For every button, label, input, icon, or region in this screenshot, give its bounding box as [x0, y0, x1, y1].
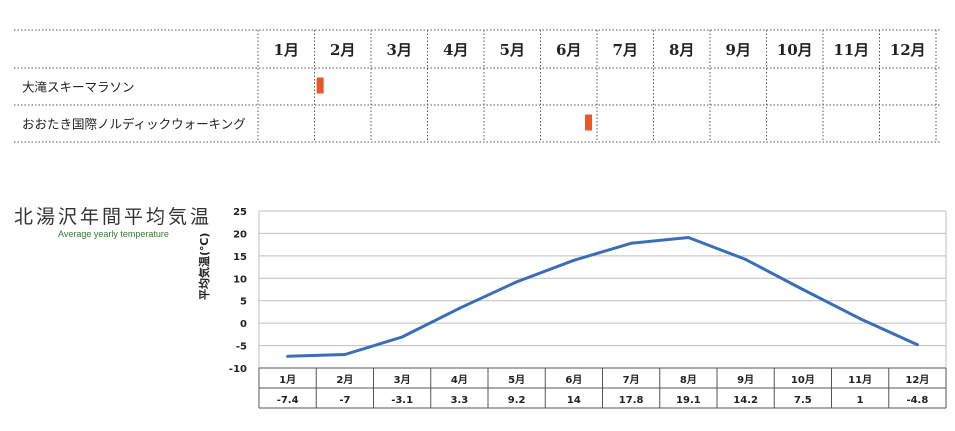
x-tick-label: 6月 [565, 374, 582, 386]
data-label: 9.2 [508, 395, 526, 406]
data-point [572, 258, 576, 262]
x-tick-label: 3月 [394, 374, 411, 386]
calendar-month-label: 6月 [556, 41, 581, 59]
data-label: 7.5 [794, 395, 812, 406]
calendar-month-label: 8月 [669, 41, 694, 59]
event-name: おおたき国際ノルディックウォーキング [22, 117, 246, 132]
y-tick-label: -10 [229, 364, 247, 375]
x-tick-label: 7月 [623, 374, 640, 386]
data-point [457, 306, 461, 310]
calendar-month-label: 12月 [890, 41, 926, 59]
chart-subtitle: Average yearly temperature [58, 229, 169, 239]
data-label: 14 [567, 395, 581, 406]
calendar-month-label: 10月 [777, 41, 813, 59]
event-marker [316, 77, 324, 94]
data-label: 19.1 [676, 395, 701, 406]
data-label: 3.3 [451, 395, 469, 406]
event-name: 大滝スキーマラソン [22, 80, 135, 95]
y-tick-label: -5 [236, 342, 247, 353]
data-point [801, 288, 805, 291]
data-point [858, 317, 862, 321]
data-point [915, 343, 919, 347]
x-tick-label: 4月 [451, 374, 468, 386]
event-marker [585, 114, 593, 131]
calendar-month-label: 11月 [833, 41, 869, 59]
y-tick-label: 0 [240, 319, 247, 330]
data-label: -7 [339, 395, 350, 406]
chart-title: 北湯沢年間平均気温 [14, 206, 213, 228]
data-label: -3.1 [391, 395, 413, 406]
x-tick-label: 5月 [508, 374, 525, 386]
x-tick-label: 9月 [737, 374, 754, 386]
data-label: -7.4 [277, 395, 299, 406]
data-label: 1 [857, 395, 864, 406]
data-point [286, 354, 290, 358]
data-label: 14.2 [733, 395, 758, 406]
calendar-month-label: 4月 [443, 41, 468, 59]
y-tick-label: 25 [233, 207, 247, 218]
x-tick-label: 8月 [680, 374, 697, 386]
data-point [686, 235, 690, 239]
calendar-month-label: 5月 [500, 41, 525, 59]
data-label: 17.8 [619, 395, 644, 406]
y-tick-label: 5 [240, 297, 247, 308]
temperature-chart: 25 20 15 10 5 0 -5 -10 1月 -7.4 2月 -7 3月 -3.1 4月 3.3 5月 9.… [229, 207, 947, 409]
x-tick-label: 2月 [336, 374, 353, 386]
calendar-month-label: 9月 [726, 41, 751, 59]
x-tick-label: 11月 [848, 374, 872, 386]
data-point [515, 280, 519, 284]
data-point [400, 335, 404, 339]
calendar-month-label: 7月 [613, 41, 638, 59]
y-tick-label: 20 [233, 229, 247, 240]
x-tick-label: 10月 [791, 374, 815, 386]
series-line [287, 236, 919, 358]
calendar-month-label: 2月 [330, 41, 355, 59]
data-label: -4.8 [906, 395, 928, 406]
y-tick-label: 15 [233, 252, 247, 263]
calendar-month-label: 1月 [274, 41, 299, 59]
data-point [629, 241, 633, 245]
calendar-month-label: 3月 [387, 41, 412, 59]
x-tick-label: 12月 [905, 374, 929, 386]
data-point [343, 353, 347, 357]
x-tick-label: 1月 [279, 374, 296, 386]
data-point [744, 257, 748, 261]
event-calendar: 1月 2月 3月 4月 5月 6月 7月 8月 9月 10月 11月 12月大滝スキーマラソンおおたき… [14, 29, 940, 143]
y-tick-label: 10 [233, 274, 247, 285]
